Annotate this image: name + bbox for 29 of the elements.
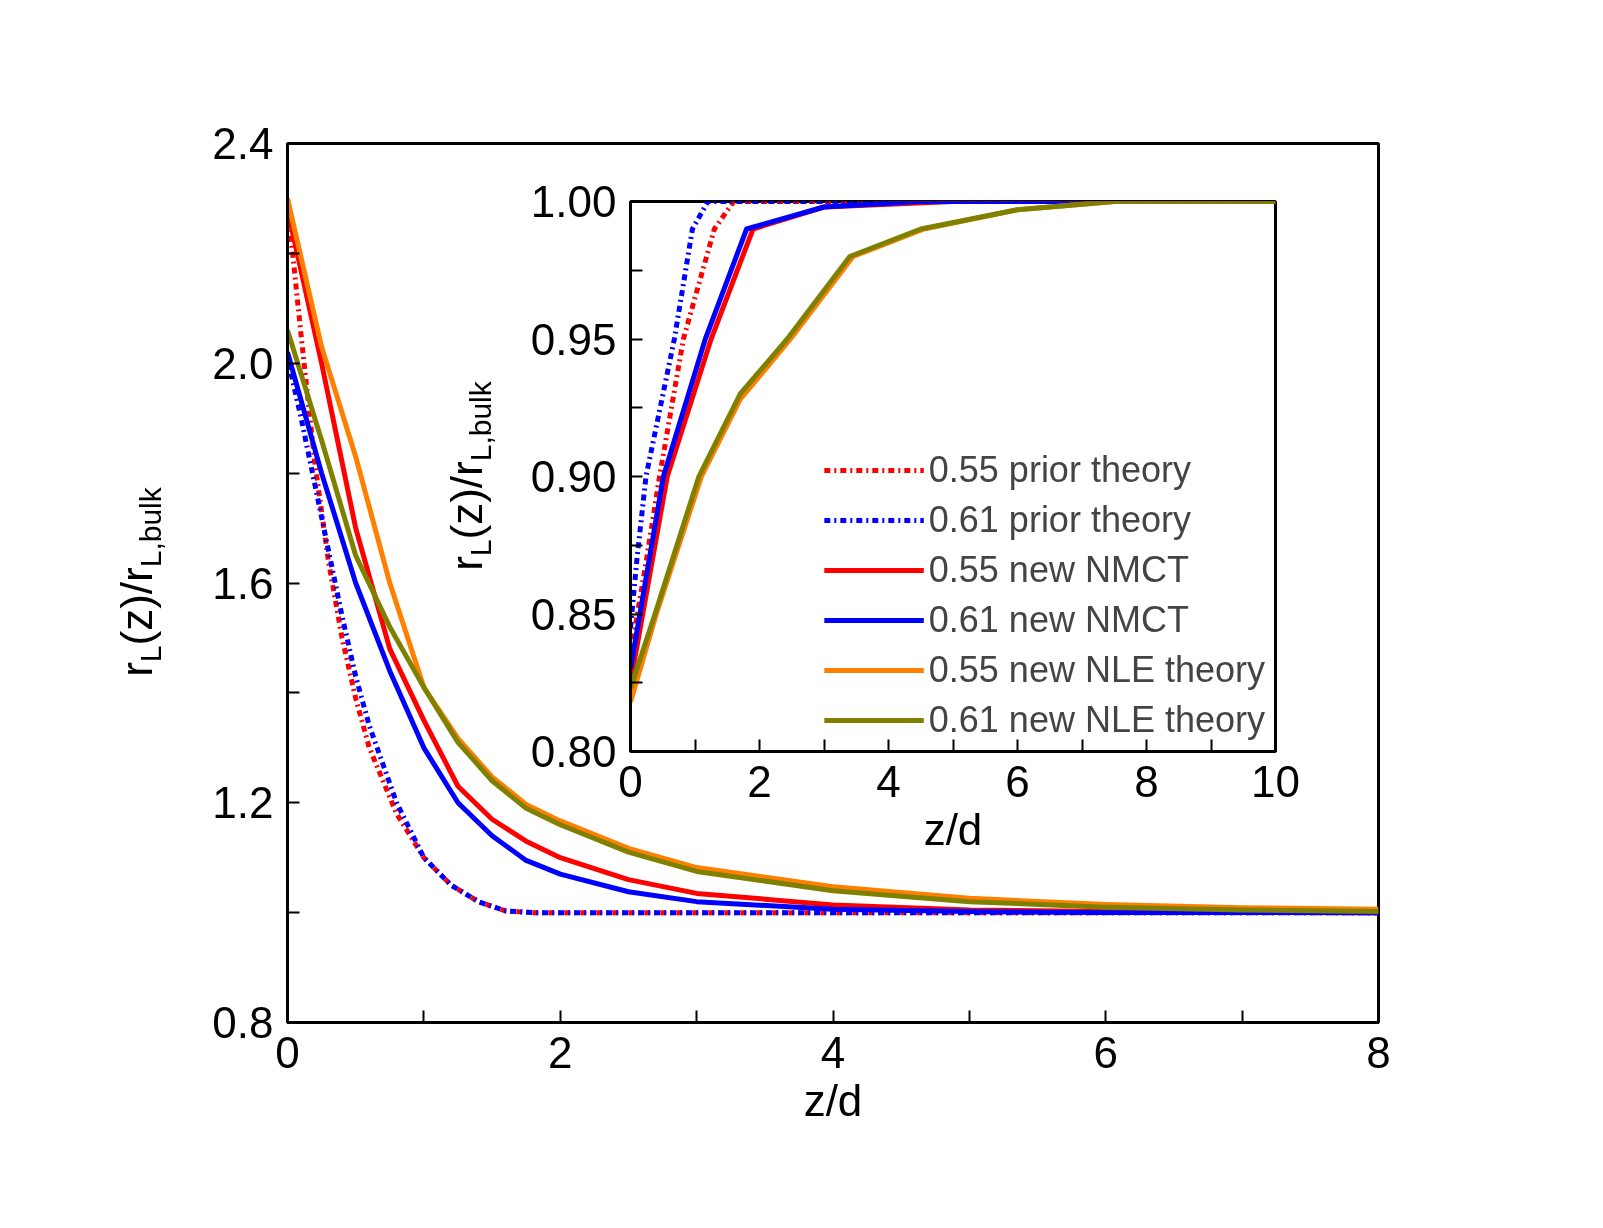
x-tick-label: 10 bbox=[1251, 756, 1300, 806]
x-tick-label: 2 bbox=[548, 1027, 573, 1077]
y-tick-label: 0.8 bbox=[212, 998, 274, 1047]
y-tick-label: 0.80 bbox=[530, 727, 617, 776]
x-tick-label: 8 bbox=[1134, 756, 1159, 806]
legend-label: 0.55 new NMCT bbox=[928, 549, 1189, 591]
x-tick-label: 4 bbox=[820, 1027, 846, 1077]
legend-label: 0.61 new NLE theory bbox=[928, 699, 1265, 741]
x-axis-title: z/d bbox=[803, 1075, 863, 1125]
legend-label: 0.61 prior theory bbox=[928, 499, 1191, 541]
x-tick-label: 0 bbox=[275, 1027, 300, 1077]
x-tick-label: 8 bbox=[1366, 1027, 1391, 1077]
y-tick-label: 0.95 bbox=[530, 314, 617, 364]
x-axis-title: z/d bbox=[923, 804, 983, 854]
legend-label: 0.61 new NMCT bbox=[928, 599, 1189, 641]
y-tick-label: 0.85 bbox=[530, 589, 617, 639]
x-tick-label: 0 bbox=[618, 756, 643, 806]
x-tick-label: 6 bbox=[1093, 1027, 1118, 1077]
y-tick-label: 1.6 bbox=[212, 558, 274, 608]
legend-label: 0.55 new NLE theory bbox=[928, 649, 1265, 691]
y-tick-label: 2.4 bbox=[212, 119, 274, 168]
y-tick-label: 1.2 bbox=[212, 778, 274, 828]
y-tick-label: 1.00 bbox=[530, 177, 617, 226]
x-tick-label: 2 bbox=[747, 756, 772, 806]
y-tick-label: 0.90 bbox=[530, 452, 617, 501]
x-tick-label: 6 bbox=[1005, 756, 1030, 806]
legend-label: 0.55 prior theory bbox=[928, 449, 1191, 491]
y-tick-label: 2.0 bbox=[212, 338, 274, 388]
x-tick-label: 4 bbox=[876, 756, 901, 806]
